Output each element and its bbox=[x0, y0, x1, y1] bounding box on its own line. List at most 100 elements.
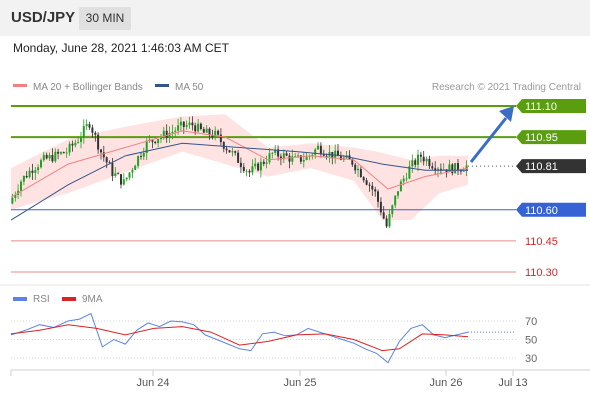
candle-body bbox=[108, 162, 111, 164]
candle-body bbox=[134, 165, 137, 170]
candle-body bbox=[174, 130, 177, 132]
candle-body bbox=[177, 125, 180, 131]
candle-body bbox=[157, 139, 160, 144]
projection-arrow-head bbox=[499, 106, 514, 122]
candle-body bbox=[254, 163, 257, 167]
candle-body bbox=[62, 152, 65, 154]
candle-body bbox=[274, 149, 277, 153]
candle-body bbox=[408, 166, 411, 179]
candle-body bbox=[171, 131, 174, 133]
candle-body bbox=[402, 178, 405, 182]
price-levels bbox=[11, 105, 516, 273]
rsi-line bbox=[10, 312, 469, 364]
candle-body bbox=[451, 164, 454, 174]
candle-body bbox=[439, 168, 442, 170]
candle-body bbox=[288, 155, 291, 162]
x-tick-label: Jul 13 bbox=[498, 377, 527, 389]
candle-body bbox=[317, 145, 319, 150]
candle-body bbox=[140, 156, 142, 157]
candle-body bbox=[357, 168, 359, 171]
candle-body bbox=[34, 170, 37, 173]
candle-body bbox=[197, 123, 200, 132]
x-tick-label: Jun 24 bbox=[136, 377, 169, 389]
candle-body bbox=[368, 184, 371, 186]
candle-body bbox=[80, 137, 82, 142]
legend-ma20-label: MA 20 + Bollinger Bands bbox=[33, 82, 143, 93]
candle-body bbox=[199, 123, 202, 129]
candle-body bbox=[100, 149, 102, 153]
candle-body bbox=[202, 129, 205, 133]
candle-body bbox=[74, 142, 77, 146]
candle-body bbox=[382, 212, 385, 219]
candle-body bbox=[57, 151, 60, 154]
candle-body bbox=[457, 163, 459, 171]
candle-body bbox=[219, 134, 222, 143]
candle-body bbox=[271, 152, 274, 154]
candle-body bbox=[82, 126, 85, 138]
candle-body bbox=[88, 124, 91, 128]
candle-body bbox=[214, 130, 217, 138]
candle-body bbox=[297, 155, 300, 157]
candle-body bbox=[68, 143, 71, 153]
candle-body bbox=[54, 151, 57, 162]
candle-body bbox=[71, 143, 74, 146]
candle-body bbox=[65, 152, 68, 154]
candle-body bbox=[231, 151, 234, 153]
candle-body bbox=[299, 155, 302, 162]
candle-body bbox=[434, 168, 437, 171]
level-label-110.30: 110.30 bbox=[525, 267, 558, 279]
level-badge-110.81 bbox=[516, 159, 586, 174]
candle-body bbox=[305, 156, 308, 160]
level-badge-110.60 bbox=[516, 202, 586, 217]
candle-body bbox=[45, 154, 48, 159]
candle-body bbox=[122, 179, 125, 185]
candle-body bbox=[205, 128, 208, 133]
ma20-line bbox=[10, 130, 469, 198]
rsi-panel: 70 50 30 bbox=[10, 312, 537, 365]
candle-body bbox=[351, 159, 354, 165]
timeframe-button[interactable]: 30 MIN bbox=[79, 7, 131, 30]
candle-body bbox=[285, 153, 288, 156]
candle-body bbox=[388, 214, 391, 227]
candle-body bbox=[239, 162, 242, 167]
candle-body bbox=[397, 191, 399, 196]
level-label-110.81: 110.81 bbox=[525, 161, 558, 173]
candle-body bbox=[442, 169, 445, 171]
datetime-label: Monday, June 28, 2021 1:46:03 AM CET bbox=[13, 41, 229, 55]
candle-body bbox=[291, 156, 294, 162]
legend-rsi-swatch bbox=[13, 297, 27, 301]
candle-body bbox=[454, 163, 457, 174]
candle-body bbox=[282, 153, 285, 160]
candle-body bbox=[391, 205, 394, 215]
candle-body bbox=[128, 172, 131, 178]
candle-body bbox=[165, 130, 168, 138]
rsi-tick-70: 70 bbox=[525, 316, 537, 328]
candle-body bbox=[105, 157, 108, 163]
candle-body bbox=[194, 125, 197, 132]
legend-ma20-swatch bbox=[13, 84, 27, 87]
candle-body bbox=[265, 162, 268, 164]
candle-body bbox=[414, 160, 417, 165]
candle-body bbox=[234, 151, 237, 153]
candle-body bbox=[20, 181, 22, 191]
candle-body bbox=[60, 152, 62, 154]
bollinger-band-fill bbox=[11, 114, 468, 221]
candle-body bbox=[25, 176, 28, 178]
candle-body bbox=[42, 154, 45, 161]
candle-body bbox=[417, 154, 419, 165]
candle-body bbox=[354, 164, 357, 171]
candle-body bbox=[168, 133, 171, 138]
candle-body bbox=[142, 153, 145, 157]
candle-body bbox=[191, 122, 194, 126]
candle-body bbox=[211, 135, 214, 138]
candle-body bbox=[145, 140, 148, 154]
candle-body bbox=[228, 150, 231, 153]
candle-body bbox=[117, 173, 120, 175]
legend-ma50-label: MA 50 bbox=[175, 82, 204, 93]
candle-body bbox=[294, 156, 297, 157]
legend-rsi-label: RSI bbox=[33, 294, 50, 305]
candle-body bbox=[182, 121, 185, 127]
candle-body bbox=[365, 180, 368, 185]
candle-body bbox=[188, 122, 191, 126]
